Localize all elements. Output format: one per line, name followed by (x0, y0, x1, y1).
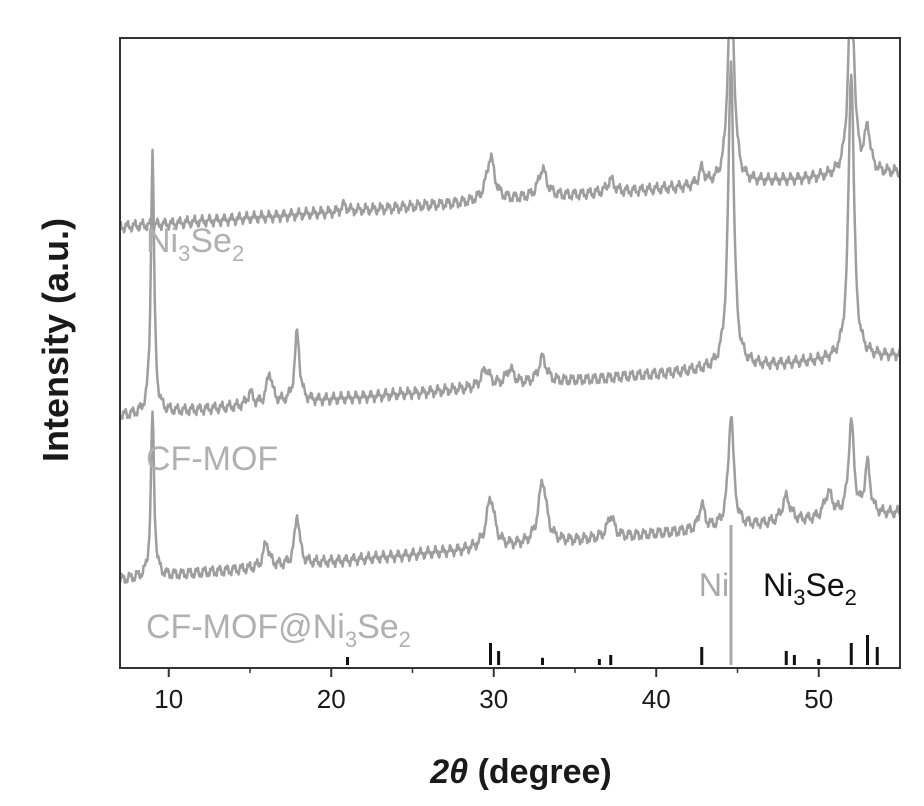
series-label-3: CF-MOF@Ni3Se2 (146, 608, 411, 652)
series-label-1-subscript: 3 (178, 241, 190, 266)
reference-label-ni: Ni (699, 567, 729, 603)
x-axis-label-symbol: 2θ (429, 753, 468, 791)
x-axis-label: 2θ (degree) (429, 753, 611, 791)
diffraction-trace-3 (120, 412, 900, 583)
x-tick-label: 30 (479, 684, 508, 714)
reference-label-ni3se2: Ni3Se2 (763, 567, 857, 610)
series-label-3-subscript: 3 (345, 627, 357, 652)
x-tick-label: 50 (804, 684, 833, 714)
y-axis-label: Intensity (a.u.) (35, 218, 76, 462)
diffraction-trace-1 (120, 38, 900, 232)
series-label-3-part: Se (357, 608, 399, 646)
reference-label-ni3se2-part: Ni (763, 567, 793, 603)
x-tick-label: 10 (154, 684, 183, 714)
series-label-1-part: Ni (146, 222, 178, 260)
x-tick-label: 40 (642, 684, 671, 714)
series-label-1-part: Se (190, 222, 232, 260)
x-tick-label: 20 (317, 684, 346, 714)
x-axis-label-unit: (degree) (468, 753, 612, 791)
reference-label-ni3se2-subscript: 2 (845, 585, 857, 610)
reference-label-ni3se2-part: Se (805, 567, 844, 603)
series-label-3-subscript: 2 (399, 627, 411, 652)
series-label-1-subscript: 2 (232, 241, 244, 266)
x-axis: 10 20 30 40 50 (154, 668, 833, 714)
series-label-2-part: CF-MOF (146, 440, 278, 478)
series-label-3-part: CF-MOF@Ni (146, 608, 345, 646)
series-label-1: Ni3Se2 (146, 222, 244, 266)
reference-label-ni3se2-subscript: 3 (793, 585, 805, 610)
series-label-2: CF-MOF (146, 440, 278, 478)
series-labels: Ni3Se2CF-MOFCF-MOF@Ni3Se2NiNi3Se2 (146, 222, 857, 652)
